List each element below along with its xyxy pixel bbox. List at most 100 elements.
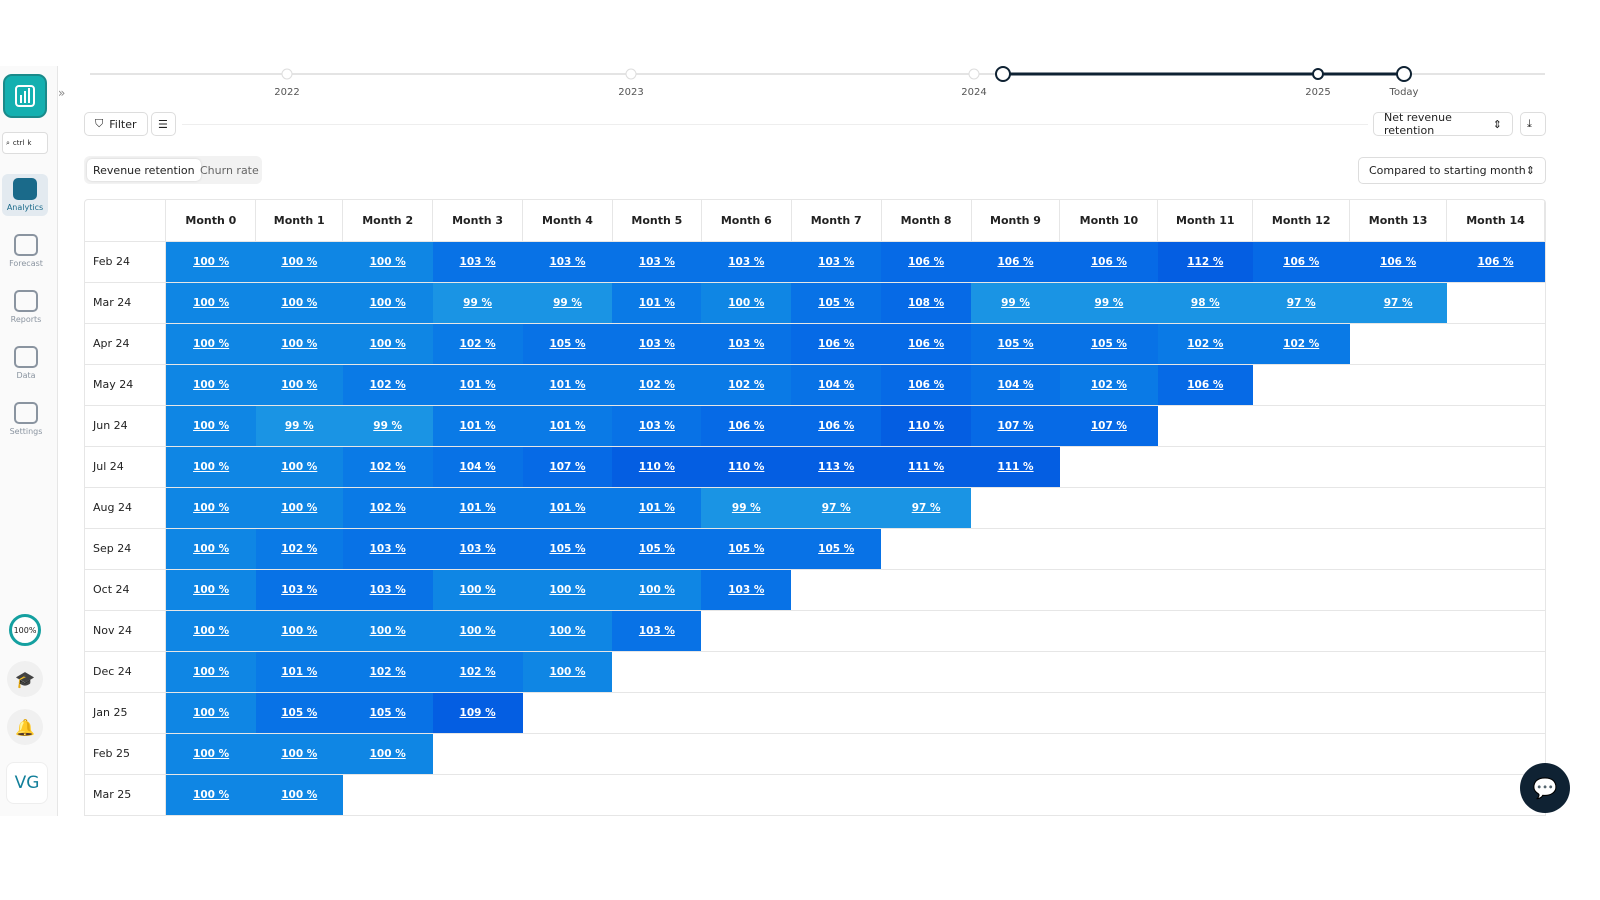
retention-cell[interactable]: 106 % xyxy=(1349,241,1447,282)
retention-cell[interactable]: 106 % xyxy=(881,364,972,405)
avatar[interactable]: VG xyxy=(6,762,48,804)
retention-cell[interactable]: 103 % xyxy=(612,610,702,651)
tab-active[interactable]: Revenue retention xyxy=(87,159,201,181)
retention-cell[interactable]: 106 % xyxy=(1157,364,1253,405)
retention-cell[interactable]: 101 % xyxy=(522,487,613,528)
retention-cell[interactable]: 106 % xyxy=(881,241,972,282)
retention-cell[interactable]: 97 % xyxy=(1252,282,1350,323)
retention-cell[interactable]: 101 % xyxy=(255,651,343,692)
retention-cell[interactable]: 97 % xyxy=(1349,282,1447,323)
retention-cell[interactable]: 102 % xyxy=(1252,323,1350,364)
retention-cell[interactable]: 97 % xyxy=(881,487,972,528)
retention-cell[interactable]: 107 % xyxy=(1059,405,1158,446)
retention-cell[interactable]: 103 % xyxy=(522,241,613,282)
retention-cell[interactable]: 100 % xyxy=(165,364,256,405)
retention-cell[interactable]: 100 % xyxy=(522,569,613,610)
retention-cell[interactable]: 111 % xyxy=(971,446,1060,487)
retention-cell[interactable]: 105 % xyxy=(791,528,882,569)
retention-cell[interactable]: 100 % xyxy=(165,733,256,774)
retention-cell[interactable]: 99 % xyxy=(432,282,523,323)
retention-cell[interactable]: 105 % xyxy=(522,528,613,569)
retention-cell[interactable]: 111 % xyxy=(881,446,972,487)
nav-item[interactable]: Settings xyxy=(0,398,52,440)
retention-cell[interactable]: 103 % xyxy=(612,323,702,364)
retention-cell[interactable]: 102 % xyxy=(432,323,523,364)
expand-button[interactable]: » xyxy=(58,86,66,100)
retention-cell[interactable]: 109 % xyxy=(432,692,523,733)
retention-cell[interactable]: 103 % xyxy=(612,405,702,446)
logo[interactable] xyxy=(3,74,47,118)
retention-cell[interactable]: 100 % xyxy=(165,610,256,651)
retention-cell[interactable]: 99 % xyxy=(701,487,792,528)
retention-cell[interactable]: 102 % xyxy=(342,651,433,692)
comparison-select[interactable]: Compared to starting month ⇕ xyxy=(1358,157,1546,184)
retention-cell[interactable]: 100 % xyxy=(612,569,702,610)
retention-cell[interactable]: 103 % xyxy=(701,241,792,282)
retention-cell[interactable]: 101 % xyxy=(612,282,702,323)
retention-cell[interactable]: 100 % xyxy=(255,446,343,487)
retention-cell[interactable]: 103 % xyxy=(612,241,702,282)
retention-cell[interactable]: 106 % xyxy=(1446,241,1545,282)
retention-cell[interactable]: 105 % xyxy=(342,692,433,733)
retention-cell[interactable]: 103 % xyxy=(701,323,792,364)
retention-cell[interactable]: 103 % xyxy=(432,241,523,282)
retention-cell[interactable]: 100 % xyxy=(342,323,433,364)
retention-cell[interactable]: 105 % xyxy=(701,528,792,569)
retention-cell[interactable]: 100 % xyxy=(255,323,343,364)
retention-cell[interactable]: 100 % xyxy=(255,610,343,651)
layout-button[interactable]: ☰ xyxy=(151,112,176,136)
retention-cell[interactable]: 100 % xyxy=(165,651,256,692)
retention-cell[interactable]: 99 % xyxy=(255,405,343,446)
nav-item[interactable]: Forecast xyxy=(0,230,52,272)
retention-cell[interactable]: 102 % xyxy=(612,364,702,405)
retention-cell[interactable]: 105 % xyxy=(522,323,613,364)
retention-cell[interactable]: 103 % xyxy=(342,569,433,610)
retention-cell[interactable]: 102 % xyxy=(342,446,433,487)
retention-cell[interactable]: 103 % xyxy=(701,569,792,610)
retention-cell[interactable]: 105 % xyxy=(612,528,702,569)
retention-cell[interactable]: 100 % xyxy=(165,774,256,815)
retention-cell[interactable]: 112 % xyxy=(1157,241,1253,282)
progress-badge[interactable]: 100% xyxy=(9,614,41,646)
nav-item[interactable]: Data xyxy=(0,342,52,384)
retention-cell[interactable]: 102 % xyxy=(701,364,792,405)
nav-item[interactable]: Analytics xyxy=(2,174,48,216)
retention-cell[interactable]: 102 % xyxy=(342,364,433,405)
retention-cell[interactable]: 106 % xyxy=(881,323,972,364)
retention-cell[interactable]: 113 % xyxy=(791,446,882,487)
retention-cell[interactable]: 106 % xyxy=(1252,241,1350,282)
retention-cell[interactable]: 100 % xyxy=(165,241,256,282)
retention-cell[interactable]: 100 % xyxy=(255,364,343,405)
retention-cell[interactable]: 110 % xyxy=(701,446,792,487)
retention-cell[interactable]: 101 % xyxy=(432,405,523,446)
retention-cell[interactable]: 106 % xyxy=(701,405,792,446)
retention-cell[interactable]: 104 % xyxy=(791,364,882,405)
retention-cell[interactable]: 100 % xyxy=(165,323,256,364)
retention-cell[interactable]: 105 % xyxy=(1059,323,1158,364)
retention-cell[interactable]: 98 % xyxy=(1157,282,1253,323)
retention-cell[interactable]: 106 % xyxy=(791,405,882,446)
retention-cell[interactable]: 102 % xyxy=(255,528,343,569)
range-handle[interactable] xyxy=(1396,66,1412,82)
retention-cell[interactable]: 103 % xyxy=(432,528,523,569)
metric-select[interactable]: Net revenue retention ⇕ xyxy=(1373,111,1513,137)
retention-cell[interactable]: 100 % xyxy=(432,610,523,651)
retention-cell[interactable]: 101 % xyxy=(432,487,523,528)
retention-cell[interactable]: 100 % xyxy=(342,282,433,323)
retention-cell[interactable]: 101 % xyxy=(522,364,613,405)
retention-cell[interactable]: 99 % xyxy=(342,405,433,446)
retention-cell[interactable]: 110 % xyxy=(881,405,972,446)
retention-cell[interactable]: 100 % xyxy=(432,569,523,610)
retention-cell[interactable]: 100 % xyxy=(701,282,792,323)
retention-cell[interactable]: 103 % xyxy=(791,241,882,282)
retention-cell[interactable]: 106 % xyxy=(971,241,1060,282)
retention-cell[interactable]: 106 % xyxy=(1059,241,1158,282)
chat-button[interactable]: 💬 xyxy=(1520,763,1570,813)
nav-item[interactable]: Reports xyxy=(0,286,52,328)
retention-cell[interactable]: 100 % xyxy=(165,282,256,323)
retention-cell[interactable]: 102 % xyxy=(342,487,433,528)
retention-cell[interactable]: 101 % xyxy=(522,405,613,446)
retention-cell[interactable]: 100 % xyxy=(522,610,613,651)
tab[interactable]: Churn rate xyxy=(200,159,259,181)
retention-cell[interactable]: 100 % xyxy=(342,733,433,774)
